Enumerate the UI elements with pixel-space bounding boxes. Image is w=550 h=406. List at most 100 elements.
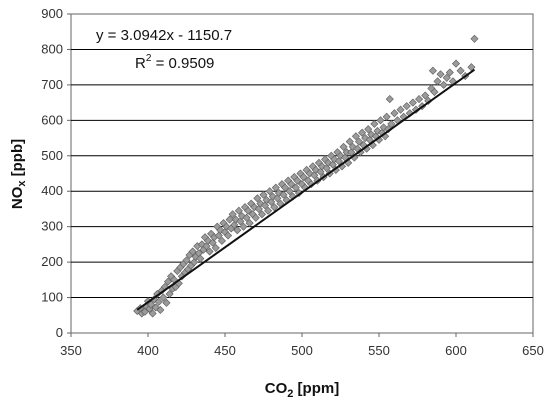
data-point-0-89 <box>273 194 282 203</box>
y-axis-title-unit: [ppb] <box>9 139 26 181</box>
data-point-0-162 <box>385 95 394 104</box>
data-point-0-8 <box>148 309 157 318</box>
x-tick-label-550: 550 <box>368 343 390 358</box>
data-point-0-185 <box>451 59 461 68</box>
y-tick-label-200: 200 <box>41 254 63 269</box>
data-point-0-17 <box>162 298 171 307</box>
data-point-0-63 <box>233 226 242 235</box>
data-point-0-179 <box>433 77 442 86</box>
data-point-0-75 <box>251 213 260 222</box>
data-point-0-129 <box>334 157 343 166</box>
data-point-0-132 <box>339 142 348 151</box>
data-point-0-182 <box>442 73 451 82</box>
data-point-0-144 <box>358 128 367 137</box>
x-tick-label-650: 650 <box>522 343 544 358</box>
data-point-0-178 <box>430 87 439 97</box>
r-squared-value: = 0.9509 <box>151 55 214 72</box>
data-point-0-186 <box>456 66 465 75</box>
x-tick-label-450: 450 <box>214 343 236 358</box>
data-point-0-106 <box>299 173 308 182</box>
r-squared-superscript: 2 <box>146 53 152 64</box>
data-point-0-137 <box>347 148 356 157</box>
data-point-0-125 <box>328 160 337 169</box>
data-point-0-177 <box>428 66 437 75</box>
data-point-0-164 <box>390 109 399 118</box>
data-point-0-168 <box>402 102 411 111</box>
data-point-0-70 <box>244 206 253 215</box>
data-point-0-136 <box>345 137 354 146</box>
data-point-0-180 <box>436 70 445 79</box>
data-point-0-84 <box>265 187 274 196</box>
data-point-0-69 <box>242 213 251 222</box>
data-points <box>133 34 479 318</box>
data-point-0-126 <box>330 155 339 164</box>
data-point-0-53 <box>217 236 226 245</box>
data-point-0-98 <box>287 180 296 189</box>
data-point-0-7 <box>147 300 156 309</box>
data-point-0-111 <box>307 180 316 189</box>
data-point-0-45 <box>205 247 214 256</box>
data-point-0-148 <box>364 125 373 134</box>
y-axis-ticks: 0 100 200 300 400 500 600 700 800 900 <box>41 6 71 340</box>
y-tick-label-300: 300 <box>41 219 63 234</box>
data-point-0-114 <box>311 165 320 174</box>
data-point-0-97 <box>285 187 294 196</box>
x-axis-ticks: 350 400 450 500 550 600 650 <box>60 333 544 358</box>
data-point-0-142 <box>354 137 364 146</box>
r-squared-prefix: R <box>135 55 146 72</box>
y-tick-label-400: 400 <box>41 183 63 198</box>
data-point-0-34 <box>188 247 197 256</box>
data-point-0-87 <box>270 203 279 212</box>
trendline <box>136 68 476 311</box>
data-point-0-71 <box>245 219 254 228</box>
data-point-0-67 <box>239 222 248 231</box>
data-point-0-156 <box>376 116 385 125</box>
r-squared-label: R2 = 0.9509 <box>135 53 214 72</box>
data-point-0-140 <box>351 132 360 141</box>
x-tick-label-600: 600 <box>445 343 467 358</box>
x-axis-title-unit: [ppm] <box>293 380 339 397</box>
data-point-0-93 <box>279 190 288 199</box>
data-point-0-60 <box>228 210 237 219</box>
data-point-0-57 <box>224 231 233 240</box>
x-axis-title: CO2 [ppm] <box>265 380 339 400</box>
data-point-0-76 <box>253 194 262 203</box>
data-point-0-143 <box>356 148 365 157</box>
data-point-0-154 <box>373 126 382 135</box>
data-point-0-12 <box>154 297 163 306</box>
x-axis-title-main: CO <box>265 380 288 397</box>
trendline-equation: y = 3.0942x - 1150.7 <box>96 27 232 44</box>
data-point-0-160 <box>382 112 391 121</box>
data-point-0-150 <box>367 130 376 139</box>
data-point-0-81 <box>261 201 270 210</box>
data-point-0-49 <box>211 243 220 252</box>
y-tick-label-600: 600 <box>41 112 63 127</box>
x-tick-label-500: 500 <box>291 343 313 358</box>
data-point-0-174 <box>421 91 430 100</box>
x-tick-label-400: 400 <box>137 343 159 358</box>
y-tick-label-500: 500 <box>41 148 63 163</box>
x-tick-label-350: 350 <box>60 343 82 358</box>
data-point-0-19 <box>165 289 174 299</box>
y-axis-title-main: NO <box>9 186 26 209</box>
y-tick-label-800: 800 <box>41 41 63 56</box>
data-point-0-166 <box>396 105 405 114</box>
data-point-0-58 <box>225 215 234 224</box>
data-point-0-82 <box>262 196 271 205</box>
data-point-0-161 <box>384 125 393 134</box>
data-point-0-64 <box>234 206 243 215</box>
data-point-0-35 <box>190 258 199 267</box>
data-point-0-79 <box>257 210 266 219</box>
data-point-0-172 <box>415 95 424 104</box>
data-point-0-30 <box>182 256 191 265</box>
data-point-0-152 <box>370 119 379 128</box>
data-point-0-13 <box>156 305 165 314</box>
y-axis-title: NOx [ppb] <box>9 139 28 209</box>
data-point-0-83 <box>264 206 273 215</box>
data-point-0-163 <box>387 119 396 128</box>
data-point-0-102 <box>293 176 302 185</box>
data-point-0-183 <box>445 68 454 77</box>
data-point-0-101 <box>291 183 300 192</box>
y-tick-label-100: 100 <box>41 290 63 305</box>
